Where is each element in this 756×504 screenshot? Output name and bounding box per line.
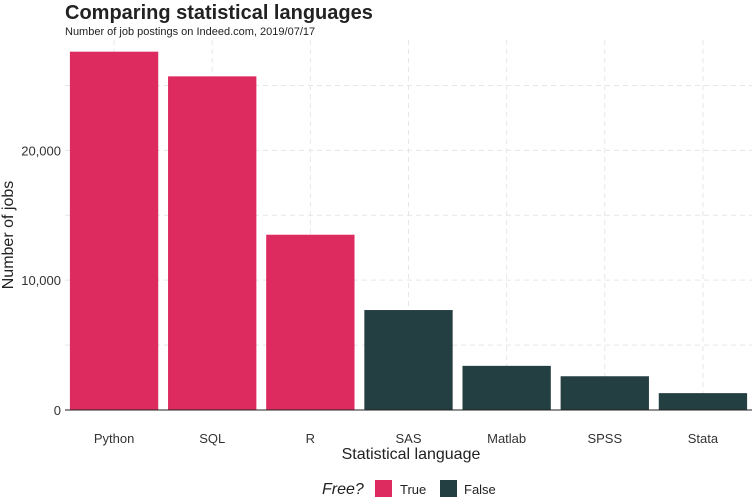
legend-swatch-true: [375, 480, 392, 497]
y-axis-ticks: 0 10,000 20,000: [21, 143, 61, 418]
bar-stata: [658, 393, 748, 410]
y-axis-title: Number of jobs: [0, 181, 17, 290]
legend-label-true: True: [400, 482, 426, 497]
legend-title: Free?: [322, 481, 364, 498]
x-axis-title: Statistical language: [342, 446, 481, 463]
legend-swatch-false: [440, 480, 457, 497]
bar-sas: [364, 310, 453, 410]
y-tick-label: 20,000: [21, 143, 61, 158]
x-tick-label: Python: [94, 431, 134, 446]
x-axis-ticks: Python SQL R SAS Matlab SPSS Stata: [94, 431, 719, 446]
chart-title: Comparing statistical languages: [65, 2, 373, 24]
bar-sql: [168, 76, 257, 410]
bar-spss: [560, 376, 649, 410]
x-tick-label: Matlab: [487, 431, 526, 446]
x-tick-label: SPSS: [587, 431, 622, 446]
legend-label-false: False: [464, 482, 496, 497]
x-tick-label: R: [306, 431, 315, 446]
x-tick-label: Stata: [688, 431, 719, 446]
bar-r: [266, 234, 355, 410]
x-tick-label: SAS: [395, 431, 421, 446]
y-tick-label: 10,000: [21, 273, 61, 288]
bar-python: [69, 51, 159, 411]
y-tick-label: 0: [54, 403, 61, 418]
bar-matlab: [462, 365, 551, 410]
bars: [69, 51, 748, 411]
chart-subtitle: Number of job postings on Indeed.com, 20…: [65, 26, 315, 38]
x-tick-label: SQL: [199, 431, 225, 446]
legend: Free? True False: [322, 480, 496, 498]
